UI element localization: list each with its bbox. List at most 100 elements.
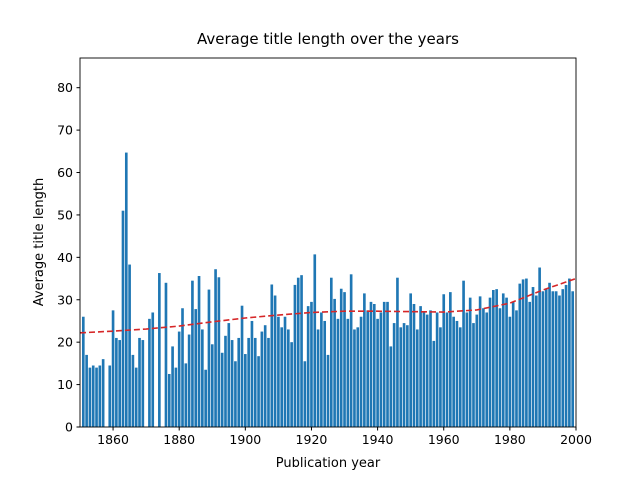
bar — [531, 287, 535, 427]
bar — [409, 293, 412, 427]
bar — [432, 340, 436, 427]
bar — [333, 298, 336, 427]
y-tick-label: 50 — [57, 207, 73, 222]
bar — [237, 337, 241, 427]
bar — [518, 283, 522, 427]
bar — [234, 361, 237, 427]
bar — [445, 312, 449, 427]
bar — [171, 346, 174, 427]
bar — [187, 334, 191, 427]
bar — [293, 284, 297, 427]
x-tick-label: 1940 — [362, 432, 394, 447]
bar — [250, 320, 254, 427]
bar — [356, 327, 360, 427]
bar — [210, 344, 214, 427]
bar — [349, 274, 353, 427]
bar — [230, 340, 234, 427]
bar — [382, 301, 386, 427]
bar — [277, 316, 280, 427]
bar — [554, 291, 558, 427]
bar — [379, 312, 383, 427]
bar — [217, 277, 221, 427]
x-tick-label: 1880 — [163, 432, 195, 447]
bar — [280, 327, 284, 427]
bar — [329, 277, 333, 427]
bar — [419, 306, 422, 427]
bar — [406, 325, 409, 427]
bar — [475, 314, 479, 427]
bar — [263, 325, 267, 427]
bar — [359, 316, 363, 427]
bar — [303, 361, 307, 427]
bar — [296, 277, 300, 427]
bar — [134, 367, 138, 427]
bar — [439, 327, 442, 427]
x-tick-label: 1920 — [296, 432, 328, 447]
bar — [283, 316, 287, 427]
bar — [95, 367, 98, 427]
bar — [316, 329, 320, 427]
bar — [115, 337, 118, 427]
bar — [468, 297, 472, 427]
bar — [253, 337, 257, 427]
bar — [429, 310, 432, 427]
bar — [452, 316, 455, 427]
bar — [392, 323, 396, 427]
bar — [148, 318, 151, 427]
x-tick-label: 1900 — [229, 432, 261, 447]
x-axis-label: Publication year — [276, 456, 381, 471]
bar — [224, 335, 227, 427]
bar — [336, 318, 340, 427]
bar — [372, 304, 376, 427]
bar — [538, 267, 541, 427]
y-tick-label: 60 — [57, 165, 73, 180]
bar — [455, 320, 459, 427]
bar — [108, 365, 112, 427]
y-axis-label: Average title length — [32, 178, 47, 307]
bar — [194, 309, 198, 427]
bar — [435, 312, 439, 427]
bar — [568, 278, 571, 427]
bar — [158, 273, 161, 427]
bar — [508, 316, 512, 427]
bar — [323, 320, 327, 427]
bar — [551, 291, 555, 427]
bar — [511, 301, 515, 427]
bar — [240, 305, 244, 427]
bar — [313, 254, 317, 427]
bar — [561, 289, 565, 427]
bar — [369, 301, 373, 427]
bar — [528, 301, 532, 427]
bar — [571, 291, 575, 427]
y-tick-label: 30 — [57, 292, 73, 307]
x-tick-label: 1860 — [97, 432, 129, 447]
bar — [88, 367, 92, 427]
bar — [141, 340, 145, 427]
bar — [124, 152, 128, 427]
bar — [534, 295, 538, 427]
bar — [184, 363, 188, 427]
bar — [402, 323, 406, 427]
x-tick-label: 1960 — [428, 432, 460, 447]
bar — [422, 312, 426, 427]
bar — [121, 210, 125, 427]
bar — [548, 282, 551, 427]
chart-title: Average title length over the years — [197, 30, 459, 48]
bar — [492, 290, 495, 427]
bar — [247, 337, 250, 427]
bar — [541, 291, 545, 427]
bar — [505, 297, 508, 427]
bar — [462, 280, 465, 427]
bar — [197, 276, 201, 427]
bar — [346, 318, 350, 427]
bar — [521, 279, 525, 427]
bar — [339, 288, 343, 427]
trend-line — [79, 277, 577, 334]
bar — [128, 264, 131, 427]
bar — [98, 365, 102, 427]
bar — [525, 278, 528, 427]
bar — [544, 289, 548, 427]
bar — [564, 284, 568, 427]
bar — [181, 308, 184, 427]
